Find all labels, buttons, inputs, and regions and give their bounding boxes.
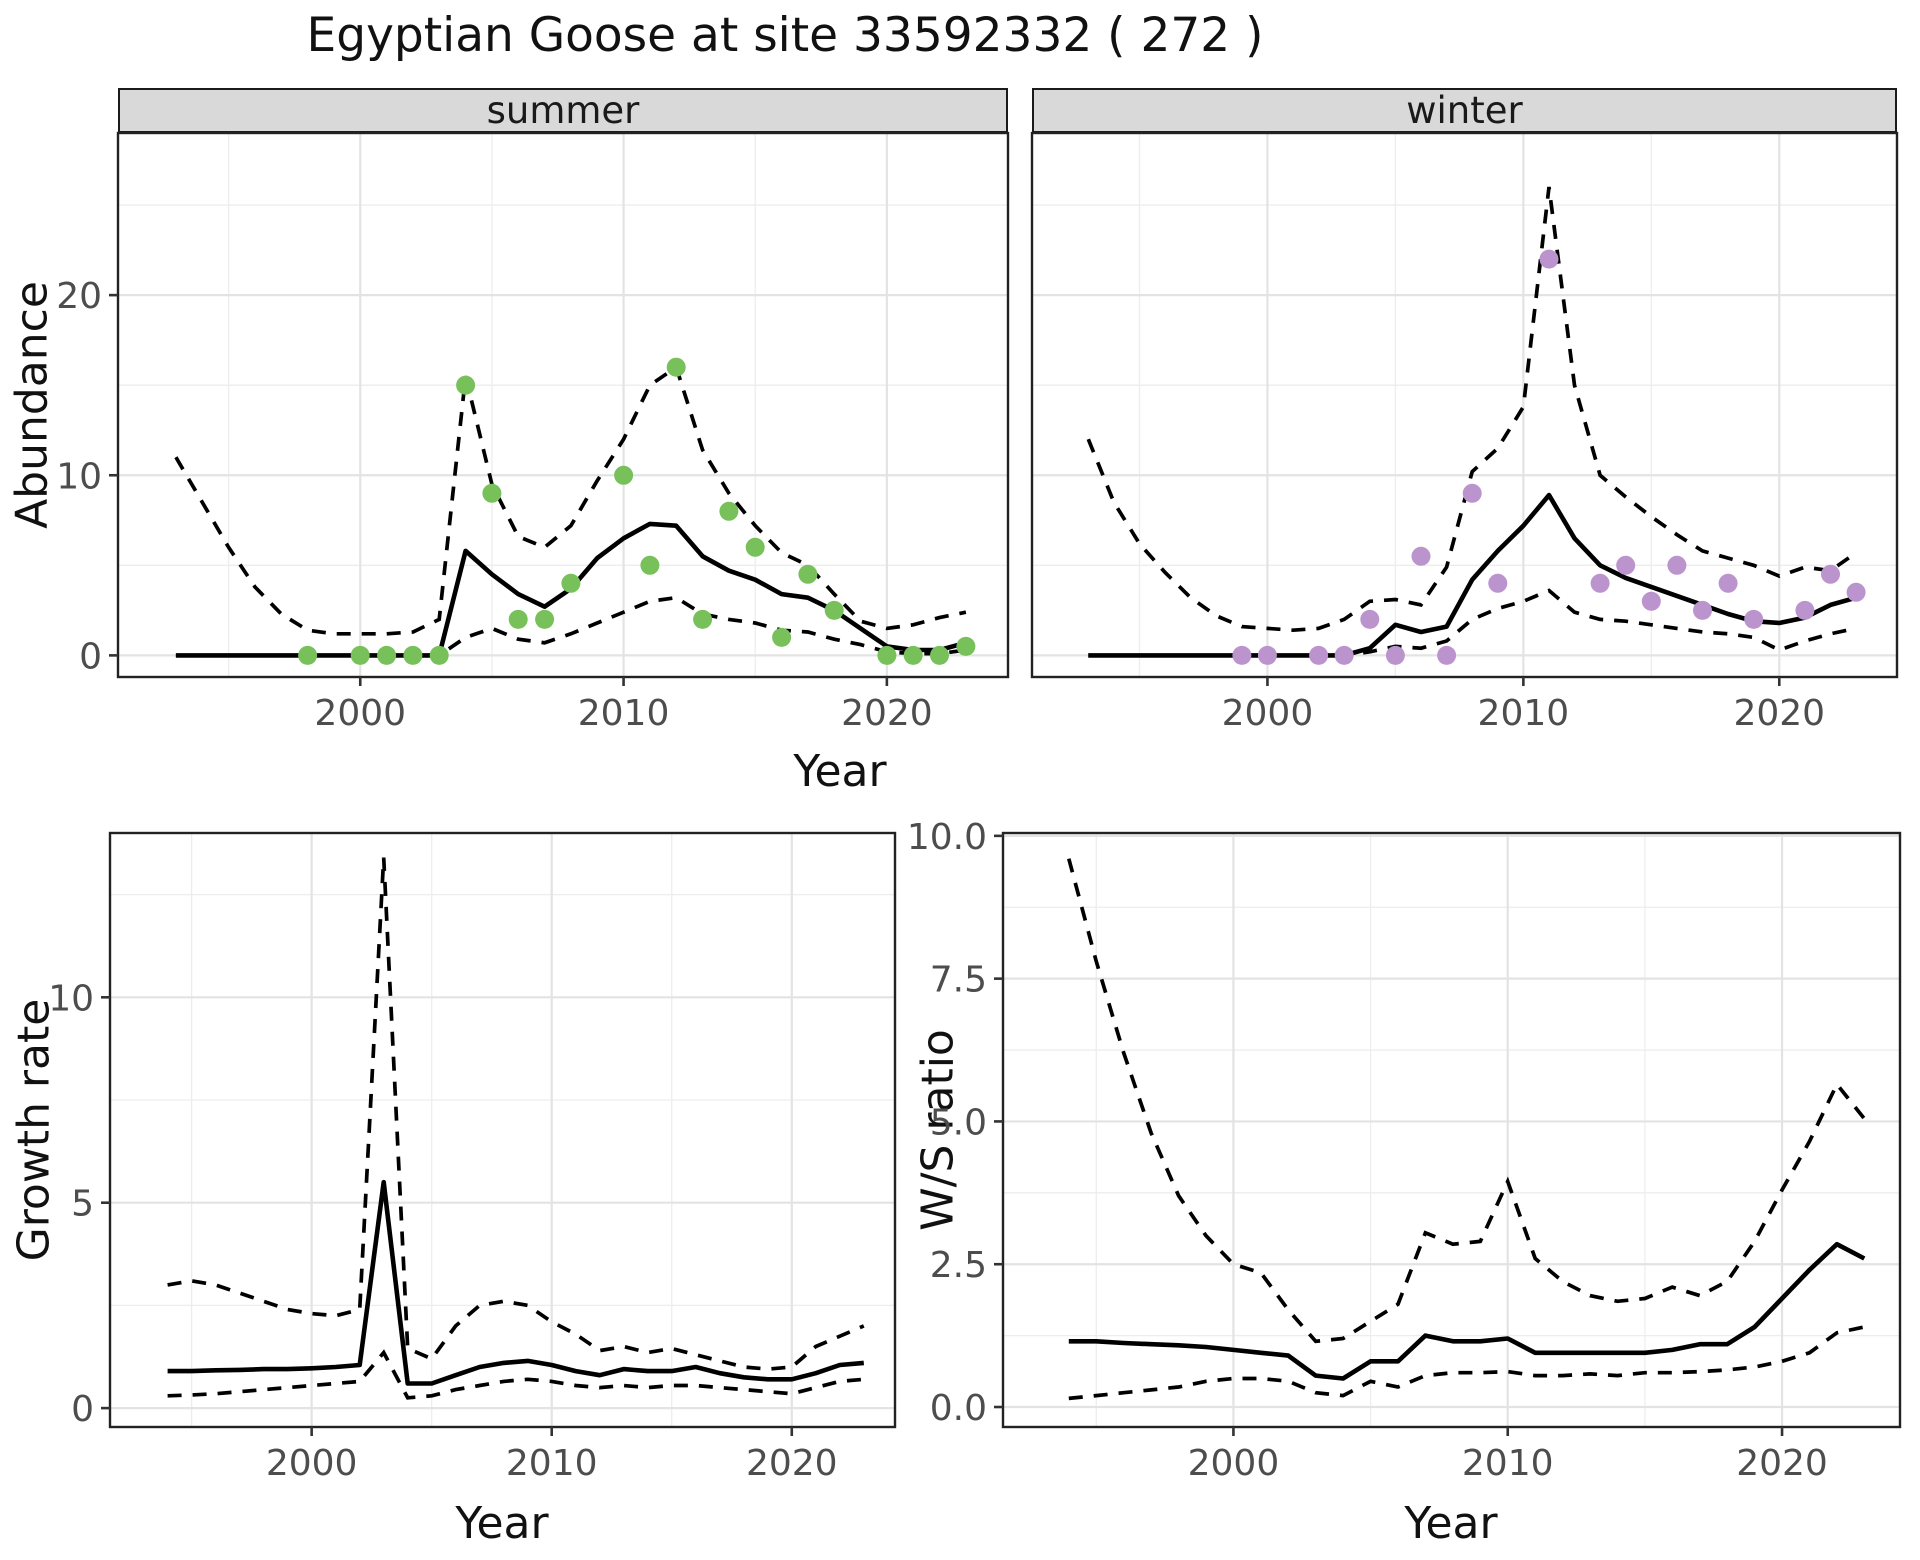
facet-strip-summer: summer — [118, 88, 1008, 133]
observed-point-summer — [798, 564, 818, 584]
observed-point-summer — [377, 645, 397, 665]
panel-growth-rate: 2000 2010 2020 0 5 10 — [48, 831, 897, 1484]
top-year-axis-title: Year — [793, 746, 887, 797]
bottom-left-year-axis-title: Year — [455, 1498, 549, 1549]
observed-point-summer — [535, 609, 555, 629]
observed-point-winter — [1744, 609, 1764, 629]
x-tick-label-growth-rate: 2020 — [746, 1443, 838, 1484]
observed-point-summer — [745, 537, 765, 557]
x-tick-label-summer: 2020 — [841, 693, 933, 734]
ci-upper-ws-ratio — [1067, 858, 1866, 1344]
observed-point-summer — [956, 636, 976, 656]
observed-point-winter — [1693, 600, 1712, 620]
gridlines-growth-rate — [110, 833, 895, 1427]
y-tick-label-growth-rate: 10 — [48, 978, 94, 1019]
ci-upper-winter — [1086, 186, 1858, 633]
observed-point-winter — [1385, 645, 1405, 665]
y-tick-label-summer: 10 — [56, 456, 102, 497]
fit-line-winter — [1088, 492, 1857, 658]
y-tick-label-ws-ratio: 7.5 — [930, 960, 987, 1001]
ci-upper-growth-rate — [167, 857, 865, 1371]
x-tick-label-growth-rate: 2000 — [266, 1443, 358, 1484]
observed-point-winter — [1334, 645, 1354, 665]
x-tick-label-winter: 2000 — [1222, 693, 1314, 734]
observed-point-summer — [350, 645, 370, 665]
observed-point-winter — [1795, 600, 1815, 620]
observed-point-winter — [1360, 609, 1380, 629]
observed-point-summer — [561, 573, 581, 593]
x-tick-label-growth-rate: 2010 — [506, 1443, 598, 1484]
observed-point-winter — [1309, 645, 1329, 665]
y-tick-label-ws-ratio: 2.5 — [930, 1245, 987, 1286]
observed-point-winter — [1257, 645, 1277, 665]
observed-point-winter — [1437, 645, 1457, 665]
observed-point-summer — [298, 645, 318, 665]
observed-point-winter — [1539, 249, 1559, 269]
panel-border-summer — [116, 131, 1010, 679]
y-tick-label-summer: 20 — [56, 276, 102, 317]
y-tick-label-summer: 0 — [79, 636, 102, 677]
gridlines-summer — [118, 133, 1008, 677]
observed-point-summer — [403, 645, 423, 665]
observed-point-winter — [1488, 573, 1508, 593]
ci-lower-ws-ratio — [1068, 1325, 1865, 1401]
x-tick-label-ws-ratio: 2020 — [1736, 1443, 1828, 1484]
observed-point-summer — [482, 483, 502, 503]
observed-point-summer — [456, 375, 476, 395]
panel-border-ws-ratio — [1001, 831, 1902, 1429]
observed-point-summer — [640, 555, 660, 575]
observed-point-winter — [1718, 573, 1738, 593]
observed-point-summer — [903, 645, 923, 665]
observed-point-winter — [1667, 555, 1687, 575]
observed-point-winter — [1462, 483, 1482, 503]
x-tick-label-summer: 2000 — [314, 693, 406, 734]
fit-line-ws-ratio — [1068, 1241, 1866, 1381]
observed-point-summer — [877, 645, 897, 665]
panel-ws-ratio: 2000 2010 2020 0.0 2.5 5.0 7.5 10.0 — [907, 817, 1902, 1484]
facet-strip-summer-label: summer — [486, 89, 640, 132]
panel-border-winter — [1030, 131, 1899, 679]
observed-point-summer — [824, 600, 844, 620]
observed-point-winter — [1411, 546, 1431, 566]
facet-strip-winter-label: winter — [1406, 89, 1523, 132]
x-tick-label-winter: 2020 — [1733, 693, 1825, 734]
y-tick-label-ws-ratio: 5.0 — [930, 1102, 987, 1143]
x-tick-label-winter: 2010 — [1478, 693, 1570, 734]
facet-strip-winter: winter — [1032, 88, 1897, 133]
observed-point-winter — [1590, 573, 1610, 593]
observed-point-winter — [1641, 591, 1661, 611]
page-title: Egyptian Goose at site 33592332 ( 272 ) — [306, 8, 1264, 63]
y-tick-label-growth-rate: 5 — [71, 1184, 94, 1225]
panel-border-growth-rate — [108, 831, 897, 1429]
y-tick-label-ws-ratio: 10.0 — [907, 817, 987, 858]
gridlines-ws-ratio — [1003, 833, 1900, 1427]
observed-point-winter — [1846, 582, 1866, 602]
x-tick-label-summer: 2010 — [578, 693, 670, 734]
observed-point-summer — [614, 465, 634, 485]
observed-point-summer — [508, 609, 528, 629]
observed-point-summer — [930, 645, 949, 665]
observed-point-summer — [693, 609, 713, 629]
panel-winter: 2000 2010 2020 — [1030, 131, 1899, 734]
observed-point-winter — [1616, 555, 1636, 575]
observed-point-winter — [1821, 564, 1840, 584]
observed-point-summer — [772, 627, 792, 647]
bottom-right-year-axis-title: Year — [1404, 1498, 1498, 1549]
observed-point-summer — [666, 357, 686, 377]
observed-point-summer — [429, 645, 449, 665]
y-tick-label-ws-ratio: 0.0 — [930, 1388, 987, 1429]
x-tick-label-ws-ratio: 2010 — [1462, 1443, 1554, 1484]
ci-upper-summer — [174, 364, 967, 636]
y-tick-label-growth-rate: 0 — [71, 1389, 94, 1430]
panel-summer: 2000 2010 2020 0 10 20 — [56, 131, 1010, 734]
fit-line-growth-rate — [167, 1179, 865, 1386]
observed-point-summer — [719, 501, 739, 521]
x-tick-label-ws-ratio: 2000 — [1188, 1443, 1280, 1484]
observed-point-winter — [1232, 645, 1252, 665]
